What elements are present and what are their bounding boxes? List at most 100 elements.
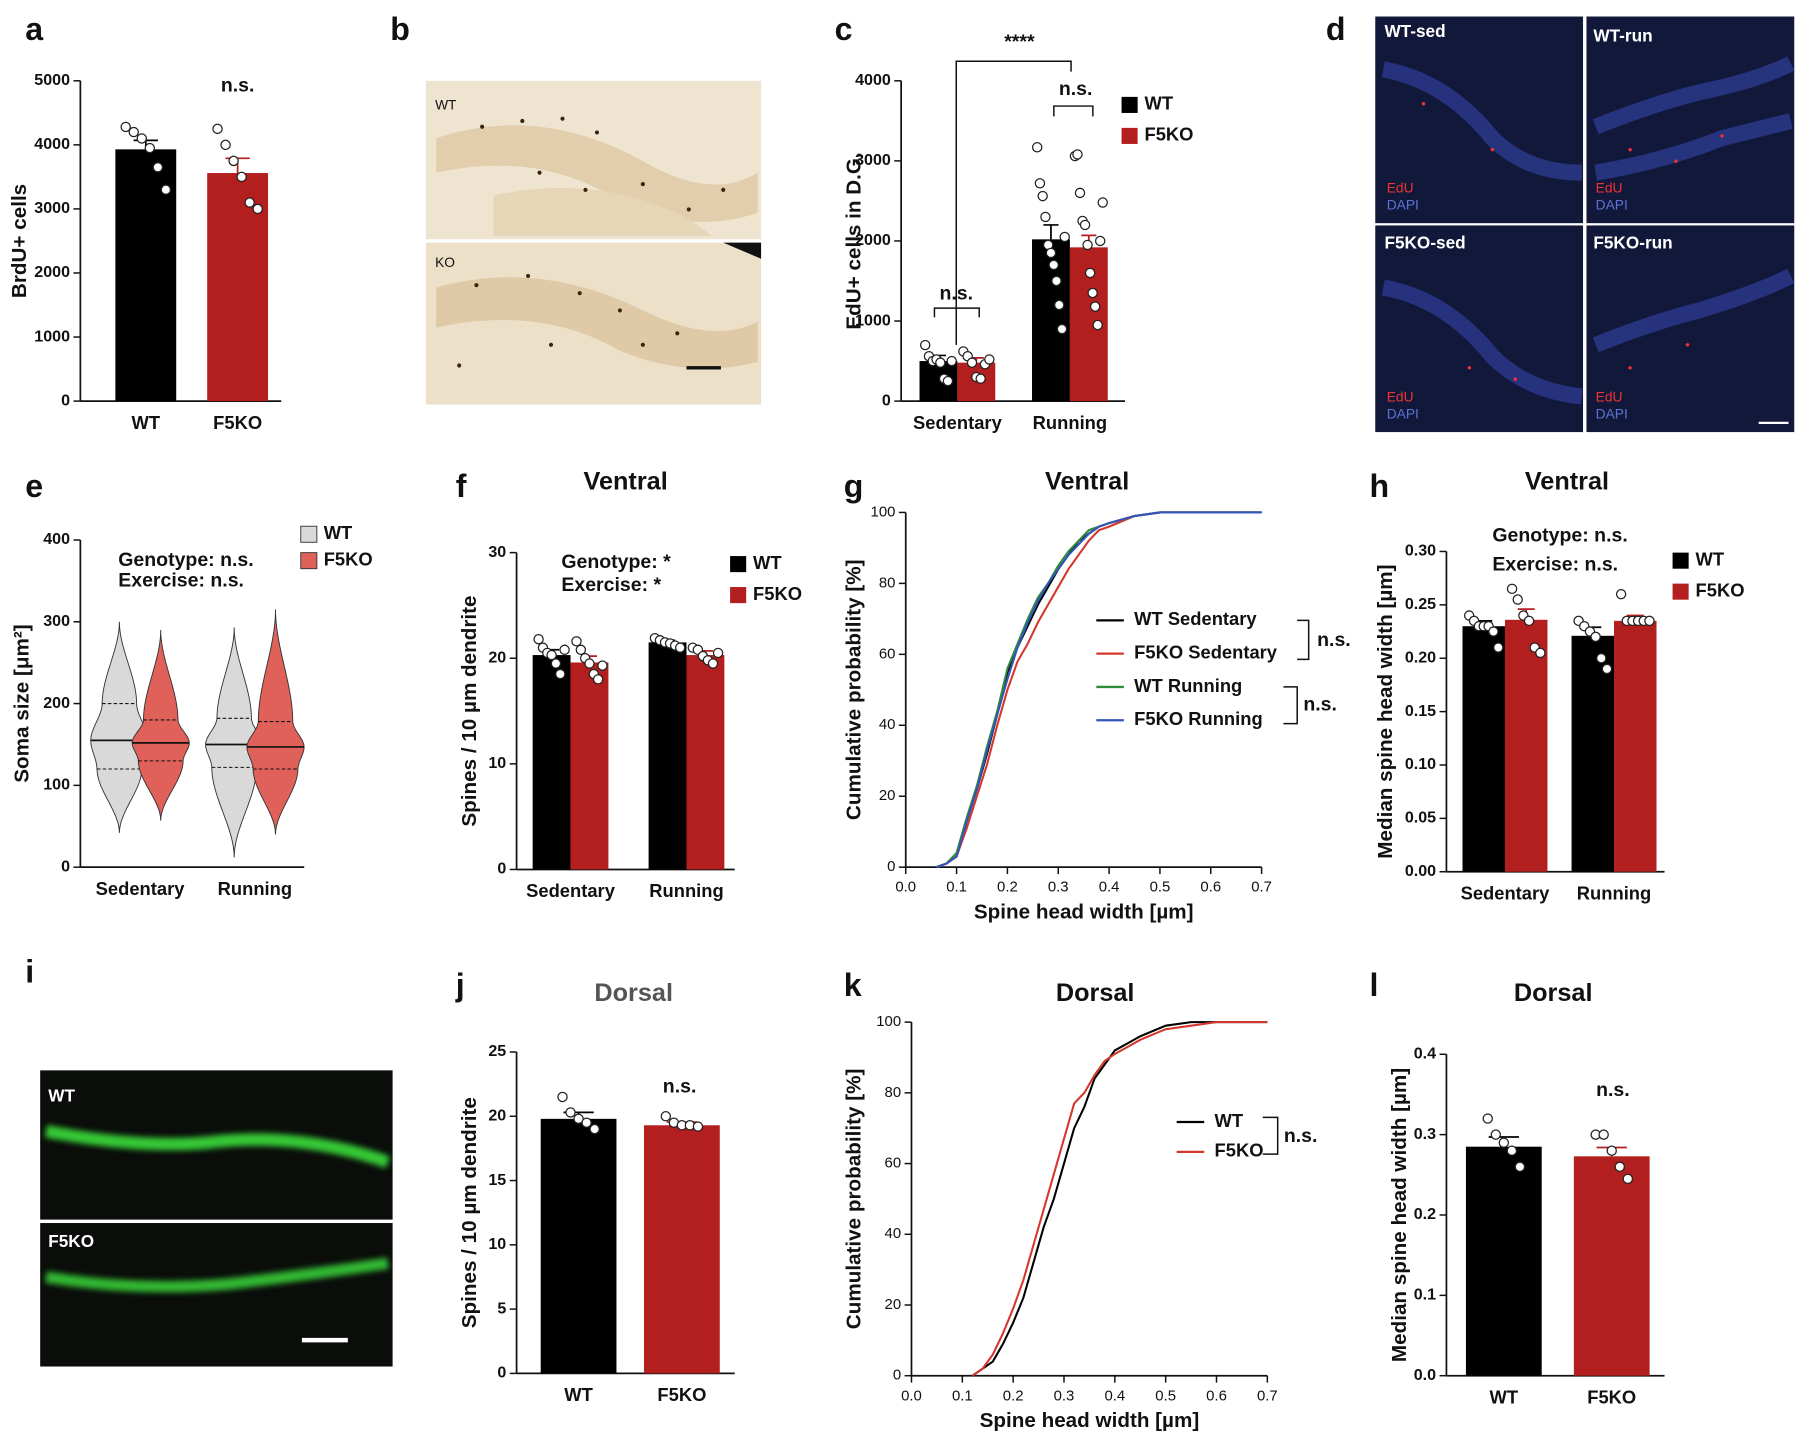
y-tick-label: 100 [871,503,896,520]
y-tick-label: 5000 [34,71,70,89]
legend-label: F5KO [1215,1140,1264,1161]
annotation: Exercise: * [561,574,661,596]
legend-label: F5KO [1696,579,1745,600]
data-point [692,1121,704,1132]
y-tick-label: 0.25 [1405,595,1436,613]
dendrite [44,1257,389,1293]
data-point [1072,149,1083,160]
chart-title: Dorsal [1514,979,1593,1007]
data-point [144,142,156,154]
data-point [1053,299,1065,311]
data-point [236,171,247,183]
data-point [660,1111,672,1122]
data-point [1606,1145,1617,1156]
violin [90,621,149,833]
data-point [1040,211,1051,223]
data-point [589,1123,600,1135]
data-point [1482,1113,1493,1124]
data-point [565,1107,576,1118]
data-point [1506,583,1518,595]
legend-label: WT [324,522,353,543]
legend-label: F5KO Running [1134,708,1262,729]
legend-label: F5KO [753,583,802,604]
x-tick-label: 0.3 [1048,879,1069,896]
y-tick-label: 0 [887,858,895,875]
y-tick-label: 0.00 [1405,862,1436,880]
data-point [1598,1129,1609,1140]
x-tick-label: F5KO [1587,1387,1636,1408]
x-tick-label: Running [218,878,292,899]
annotation: n.s. [939,282,973,304]
y-tick-label: 0 [497,860,506,878]
channel-label: EdU [1596,180,1623,195]
image-label: WT-run [1593,26,1652,46]
image-label: WT [48,1085,75,1105]
data-point [1535,647,1546,659]
y-tick-label: 0.1 [1414,1286,1436,1304]
y-tick-label: 5 [497,1299,506,1317]
x-tick-label: 0.2 [997,879,1018,896]
data-point [571,636,582,647]
x-tick-label: Running [1033,412,1107,433]
y-tick-label: 0.20 [1405,648,1436,666]
bar [1462,626,1505,872]
data-point [592,674,604,685]
y-axis-label: Median spine head width [µm] [1388,1068,1411,1362]
panel-letter: d [1326,11,1346,47]
legend-swatch [1672,552,1689,569]
legend-label: WT [1696,548,1725,569]
x-tick-label: F5KO [657,1384,706,1405]
data-point [1615,588,1627,600]
y-tick-label: 3000 [855,151,891,169]
legend-label: WT Sedentary [1134,608,1257,629]
data-point [575,644,587,656]
x-tick-label: Running [1577,883,1651,904]
y-tick-label: 100 [876,1013,901,1030]
image-panel-b: b WT KO [390,11,762,405]
y-tick-label: 3000 [34,199,70,217]
data-point [1506,1145,1518,1156]
y-tick-label: 2000 [34,263,70,281]
y-tick-label: 0.15 [1405,702,1436,720]
data-point [1644,615,1655,627]
micrograph [40,1223,393,1367]
y-tick-label: 60 [885,1155,902,1172]
x-axis-label: Spine head width [µm] [974,901,1194,924]
y-tick-label: 0.05 [1405,809,1436,827]
y-tick-label: 0.0 [1414,1366,1436,1384]
error-bar [1043,224,1059,240]
panel-letter: k [844,967,862,1003]
chart-title: Dorsal [594,979,673,1007]
y-tick-label: 1000 [855,311,891,329]
x-tick-label: WT [132,412,161,433]
legend-label: WT [1145,93,1174,114]
bar [570,662,609,870]
data-point [550,658,562,669]
y-axis-label: BrdU+ cells [8,184,31,298]
data-point [1082,239,1093,251]
channel-label: DAPI [1387,198,1419,213]
chart-title: Ventral [1045,467,1129,495]
data-point [1094,235,1106,247]
legend-label: F5KO [324,548,373,569]
y-tick-label: 200 [43,694,70,712]
x-tick-label: 0.1 [952,1387,973,1404]
data-point [1514,1161,1526,1173]
data-point [1087,287,1098,299]
data-point [935,357,946,368]
x-tick-label: 0.4 [1099,879,1120,896]
image-label: WT-sed [1384,21,1445,41]
data-point [919,339,931,351]
x-tick-label: Sedentary [913,412,1003,433]
data-point [1512,594,1523,605]
y-tick-label: 400 [43,530,70,548]
y-tick-label: 0.10 [1405,755,1436,773]
data-point [1045,247,1057,259]
x-tick-label: 0.0 [901,1387,922,1404]
panel-letter: b [390,11,410,47]
chart-title: Dorsal [1056,979,1135,1007]
x-axis-label: Spine head width [µm] [980,1409,1200,1432]
panel-letter: c [835,11,853,47]
annotation: n.s. [1596,1079,1630,1101]
